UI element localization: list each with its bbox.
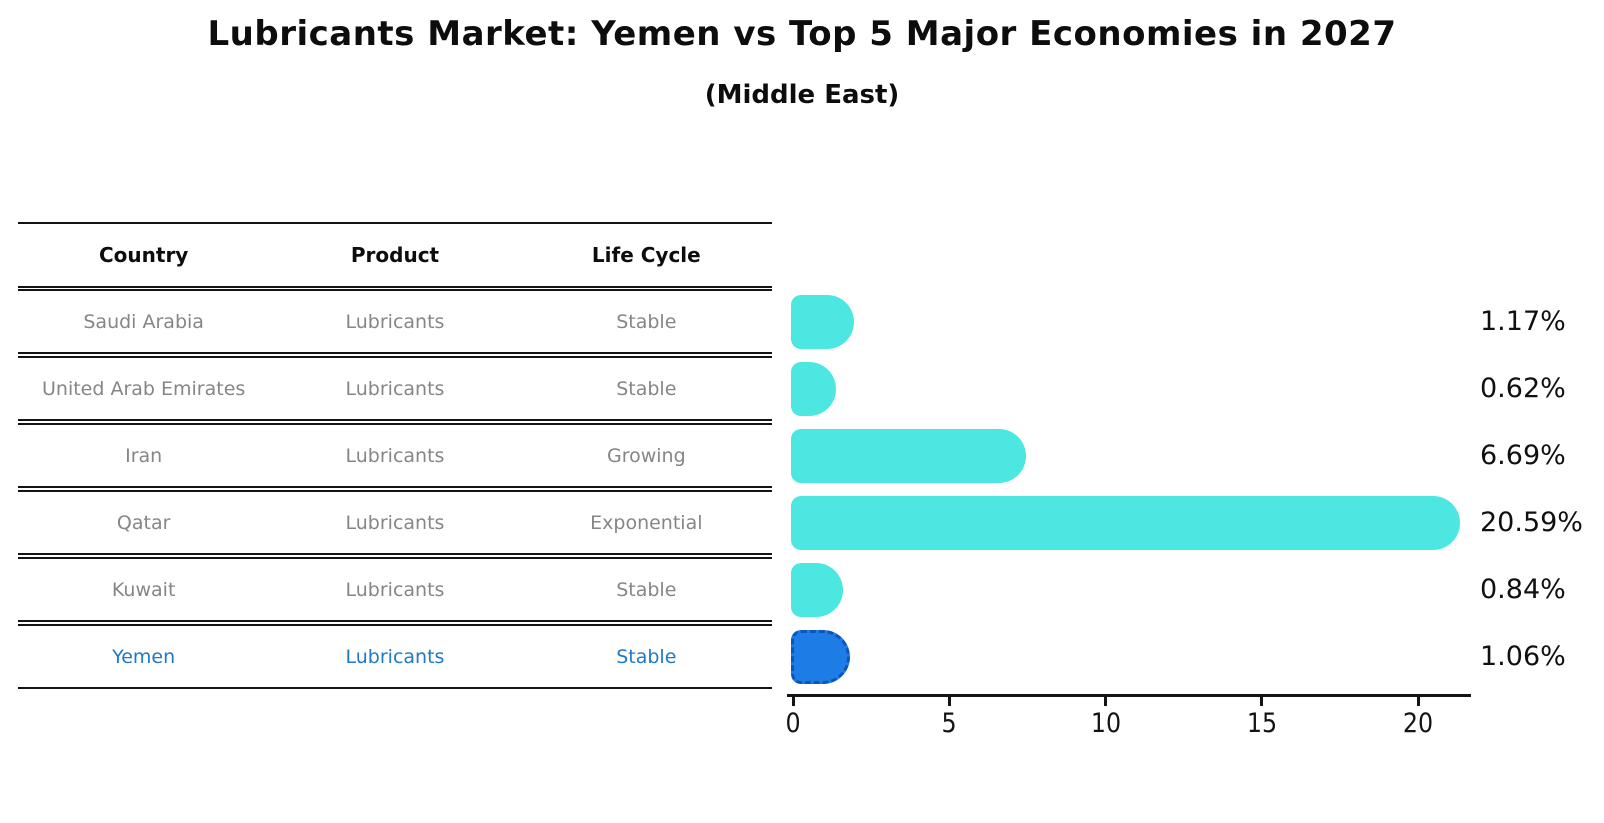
cell-country: Saudi Arabia: [83, 310, 204, 333]
x-tick-label-15: 15: [1246, 708, 1277, 739]
x-tick-label-10: 10: [1090, 708, 1121, 739]
cell-life-cycle: Growing: [606, 444, 686, 467]
bar-qatar: [791, 495, 1461, 550]
x-tick-label-20: 20: [1402, 708, 1434, 739]
cell-product: Lubricants: [345, 444, 445, 467]
table-row-qatar: Qatar Lubricants Exponential: [18, 490, 772, 555]
cell-country: Iran: [125, 444, 163, 467]
cell-life-cycle: Stable: [616, 377, 677, 400]
x-tick-mark-10: [1104, 697, 1107, 706]
bar-kuwait: [791, 562, 844, 617]
bar-saudi-arabia: [791, 294, 854, 349]
x-tick-mark-15: [1260, 697, 1264, 706]
cell-country: United Arab Emirates: [42, 377, 246, 400]
value-label-qatar: 20.59%: [1480, 507, 1583, 538]
value-label-united-arab-emirates: 0.62%: [1480, 373, 1566, 404]
cell-product: Lubricants: [345, 645, 445, 668]
bar-united-arab-emirates: [791, 361, 837, 416]
cell-product: Lubricants: [345, 377, 445, 400]
table-row-saudi-arabia: Saudi Arabia Lubricants Stable: [18, 289, 772, 354]
table-row-yemen: Yemen Lubricants Stable: [18, 624, 772, 689]
bar-yemen: [791, 629, 851, 684]
bar-iran: [791, 428, 1027, 483]
value-label-saudi-arabia: 1.17%: [1480, 306, 1566, 337]
x-tick-mark-5: [947, 697, 951, 706]
x-tick-label-0: 0: [785, 708, 801, 739]
value-label-iran: 6.69%: [1480, 440, 1566, 471]
table-header-row: Country Product Life Cycle: [18, 222, 772, 288]
chart-title: Lubricants Market: Yemen vs Top 5 Major …: [207, 14, 1397, 54]
column-header-product: Product: [350, 243, 440, 267]
cell-country: Qatar: [116, 511, 171, 534]
table-row-kuwait: Kuwait Lubricants Stable: [18, 557, 772, 622]
x-axis-line: [787, 694, 1471, 697]
x-tick-label-5: 5: [941, 708, 957, 739]
table-row-iran: Iran Lubricants Growing: [18, 423, 772, 488]
value-label-kuwait: 0.84%: [1480, 574, 1566, 605]
cell-life-cycle: Stable: [616, 310, 677, 333]
x-tick-mark-0: [791, 697, 795, 706]
column-header-life-cycle: Life Cycle: [591, 243, 701, 267]
table-row-united-arab-emirates: United Arab Emirates Lubricants Stable: [18, 356, 772, 421]
chart-subtitle: (Middle East): [704, 80, 900, 110]
value-label-yemen: 1.06%: [1480, 641, 1566, 672]
cell-product: Lubricants: [345, 578, 445, 601]
cell-country: Kuwait: [111, 578, 176, 601]
cell-product: Lubricants: [345, 310, 445, 333]
cell-life-cycle: Stable: [616, 645, 677, 668]
cell-life-cycle: Exponential: [590, 511, 703, 534]
x-tick-mark-20: [1416, 697, 1420, 706]
cell-country: Yemen: [112, 645, 176, 668]
cell-product: Lubricants: [345, 511, 445, 534]
column-header-country: Country: [98, 243, 189, 267]
cell-life-cycle: Stable: [616, 578, 677, 601]
